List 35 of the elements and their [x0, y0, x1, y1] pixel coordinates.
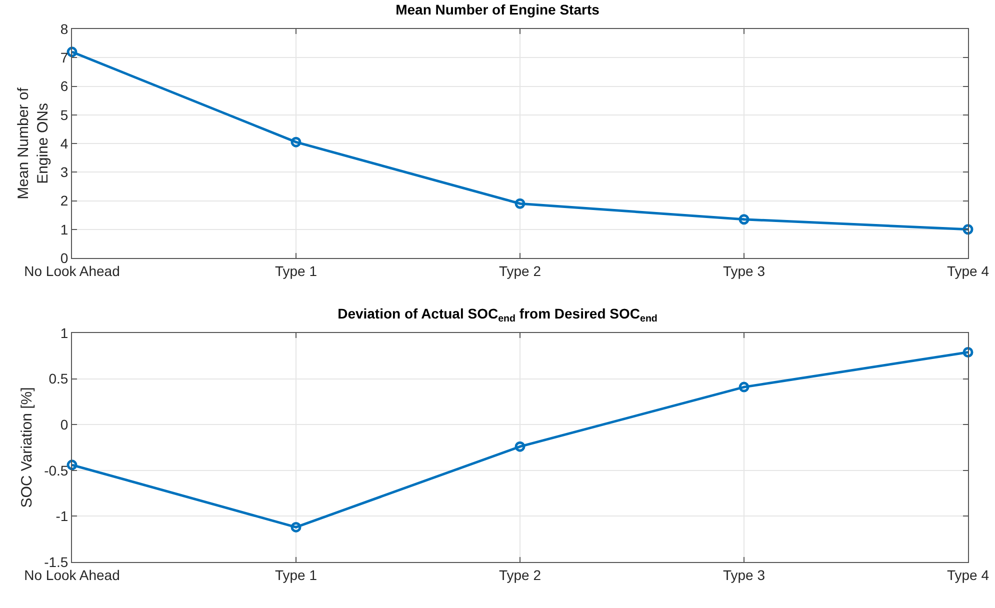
x-tick-label: Type 2	[498, 262, 542, 279]
y-axis-title: SOC Variation [%]	[18, 387, 36, 508]
point	[962, 224, 974, 235]
y-tick-label: -1	[56, 508, 68, 524]
y-tick-label: 6	[60, 78, 68, 94]
point	[962, 346, 974, 358]
y-tick-label: 4	[60, 135, 68, 152]
y-tick-label: -0.5	[44, 462, 68, 478]
x-tick-label: Type 4	[946, 262, 990, 279]
point	[514, 441, 526, 452]
x-tick-label: Type 3	[722, 566, 766, 583]
y-tick-label: 3	[60, 164, 68, 180]
y-axis-title: Mean Number of Engine ONs	[15, 86, 52, 200]
x-tick-label: Type 1	[274, 262, 318, 279]
y-tick-label: 0	[60, 416, 68, 432]
chart-title: Deviation of Actual SOC$_{end}$ from Desired SOC$_{end}$	[338, 305, 658, 324]
y-tick-label: 2	[60, 192, 68, 209]
chart-title: Mean Number of Engine Starts	[396, 1, 600, 18]
point	[738, 382, 750, 392]
point	[738, 214, 750, 225]
x-tick-label: Type 1	[274, 566, 318, 583]
y-tick-label: 0.5	[48, 370, 68, 387]
point	[514, 198, 526, 209]
point	[66, 460, 78, 470]
x-tick-label: Type 3	[722, 262, 766, 279]
y-tick-label: 1	[60, 221, 68, 238]
point	[290, 522, 302, 532]
point	[290, 136, 302, 148]
y-tick-label: 5	[60, 106, 68, 123]
y-tick-label: 7	[60, 50, 68, 66]
y-tick-label: 8	[60, 20, 68, 37]
x-tick-label: Type 2	[498, 566, 542, 583]
x-tick-label: Type 4	[946, 566, 990, 583]
y-tick-label: 1	[60, 324, 68, 341]
point	[66, 46, 78, 58]
